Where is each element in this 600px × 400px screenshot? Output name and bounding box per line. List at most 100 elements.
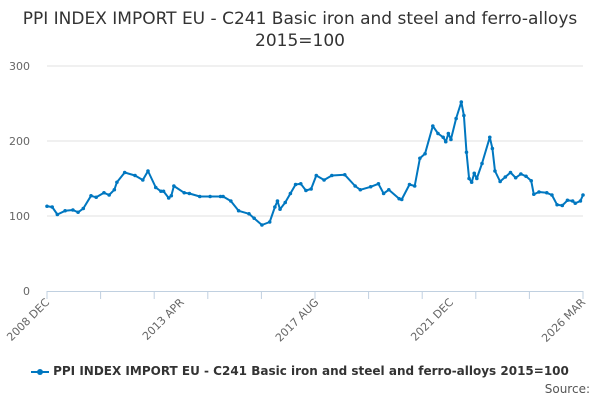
data-point <box>293 182 298 187</box>
data-point <box>480 161 484 166</box>
data-point <box>115 180 119 185</box>
data-point <box>464 150 469 155</box>
data-point <box>218 194 223 199</box>
x-tick-label: 2026 MAR <box>539 296 588 345</box>
data-point <box>172 184 176 188</box>
data-point <box>141 178 145 182</box>
data-point <box>412 184 417 188</box>
data-point <box>89 193 93 198</box>
data-point <box>454 116 458 121</box>
data-point <box>467 176 471 181</box>
source-label: Source: <box>544 382 590 396</box>
data-point <box>493 169 497 173</box>
data-point <box>529 178 534 183</box>
data-point <box>330 173 334 178</box>
data-point <box>441 135 445 140</box>
x-tick-label: 2017 AUG <box>273 296 322 345</box>
data-point <box>537 190 541 194</box>
data-point <box>358 187 363 192</box>
chart-title: PPI INDEX IMPORT EU - C241 Basic iron an… <box>22 9 578 51</box>
data-point <box>399 197 404 202</box>
data-point <box>508 170 513 175</box>
data-point <box>503 175 508 179</box>
data-point <box>322 178 326 182</box>
legend-label: PPI INDEX IMPORT EU - C241 Basic iron an… <box>53 364 569 378</box>
data-point <box>443 139 448 144</box>
data-point <box>459 100 464 104</box>
data-point <box>260 223 264 227</box>
legend-item[interactable]: PPI INDEX IMPORT EU - C241 Basic iron an… <box>0 364 600 378</box>
data-point <box>472 171 477 176</box>
data-point <box>381 191 386 196</box>
data-point <box>446 131 451 136</box>
data-point <box>182 190 187 195</box>
data-point <box>469 180 474 185</box>
data-point <box>81 206 86 211</box>
data-point <box>275 199 280 203</box>
data-point <box>112 187 117 192</box>
data-point <box>560 203 565 208</box>
data-point <box>304 188 308 193</box>
x-tick-label: 2013 APR <box>140 296 187 343</box>
data-point <box>288 191 293 196</box>
data-point <box>166 196 171 200</box>
data-point <box>76 210 80 215</box>
data-point <box>532 192 536 197</box>
data-point <box>490 146 495 151</box>
data-point <box>550 193 554 197</box>
data-point <box>153 185 158 190</box>
data-point <box>376 181 381 186</box>
data-point <box>449 137 453 142</box>
data-point <box>498 179 502 184</box>
data-point <box>581 193 585 197</box>
data-point <box>55 212 60 217</box>
data-point <box>133 173 137 178</box>
data-point <box>407 182 412 187</box>
data-point <box>309 187 313 191</box>
data-point <box>423 151 427 156</box>
data-point <box>45 204 49 209</box>
y-tick-label: 300 <box>9 60 30 73</box>
y-tick-label: 100 <box>9 210 30 223</box>
data-point <box>94 195 98 200</box>
data-point <box>273 205 277 209</box>
data-point <box>475 176 479 181</box>
data-point <box>267 220 272 224</box>
data-point <box>107 193 111 197</box>
data-point <box>169 193 174 198</box>
legend-line-marker-icon <box>31 367 50 377</box>
y-tick-label: 200 <box>9 135 30 148</box>
x-tick-label: 2008 DEC <box>4 296 52 344</box>
data-point <box>208 194 212 199</box>
data-point <box>71 208 75 212</box>
data-point <box>544 190 549 195</box>
data-point <box>436 131 440 136</box>
x-tick-label: 2021 DEC <box>408 296 456 344</box>
data-point <box>418 156 422 161</box>
data-point <box>278 207 282 212</box>
data-point <box>50 205 54 209</box>
data-point <box>229 199 233 203</box>
data-point <box>298 181 303 186</box>
data-point <box>368 184 373 189</box>
data-point <box>161 189 166 194</box>
data-point <box>386 187 391 192</box>
data-point <box>565 198 570 203</box>
data-point <box>555 202 559 207</box>
data-point <box>146 169 150 173</box>
series-line <box>46 101 584 226</box>
data-point <box>197 194 202 199</box>
data-point <box>353 184 357 188</box>
data-point <box>578 199 583 203</box>
data-point <box>236 208 241 213</box>
data-point <box>573 201 578 206</box>
data-point <box>342 172 347 177</box>
data-point <box>221 194 225 199</box>
data-point <box>63 208 67 213</box>
data-point <box>283 200 288 205</box>
data-point <box>247 211 251 216</box>
y-tick-label: 0 <box>23 285 30 298</box>
data-point <box>122 170 127 175</box>
data-point <box>487 135 492 140</box>
